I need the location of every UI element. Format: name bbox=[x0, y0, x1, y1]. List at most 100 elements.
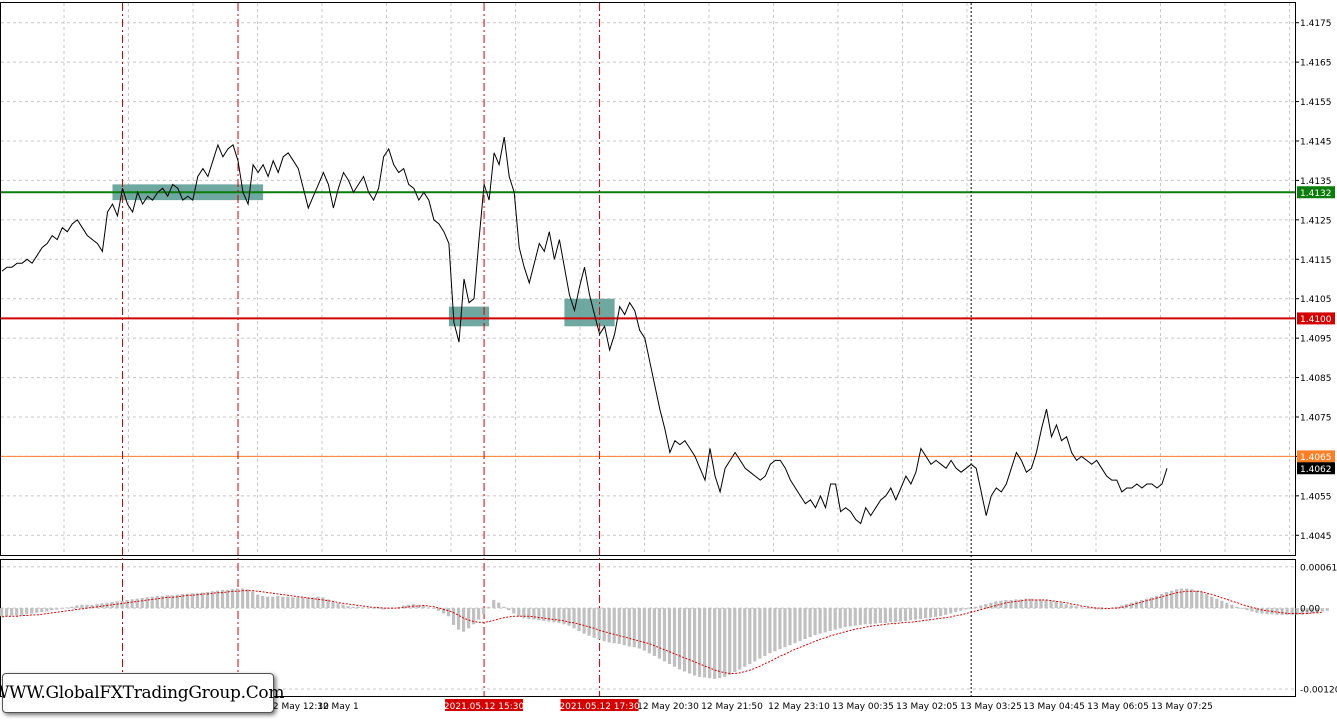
macd-bar bbox=[914, 608, 917, 619]
y-tick-label: 1.4135 bbox=[1300, 177, 1332, 187]
macd-bar bbox=[0, 608, 3, 616]
macd-bar bbox=[261, 596, 264, 608]
macd-bar bbox=[758, 608, 761, 659]
macd-bar bbox=[1190, 589, 1193, 608]
macd-bar bbox=[623, 608, 626, 645]
y-tick-label: 1.4155 bbox=[1300, 98, 1332, 108]
macd-bar bbox=[377, 608, 380, 609]
macd-bar bbox=[477, 608, 480, 619]
macd-bar bbox=[793, 608, 796, 643]
macd-bar bbox=[839, 608, 842, 628]
macd-bar bbox=[673, 608, 676, 667]
macd-bar bbox=[301, 597, 304, 608]
macd-bar bbox=[658, 608, 661, 659]
macd-bar bbox=[949, 608, 952, 613]
macd-bar bbox=[577, 608, 580, 631]
x-tick-label: 13 May 06:05 bbox=[1087, 702, 1149, 712]
y-tick-label: 1.4105 bbox=[1300, 295, 1332, 305]
macd-bar bbox=[372, 608, 375, 609]
macd-bar bbox=[1286, 608, 1289, 615]
macd-bar bbox=[1170, 591, 1173, 609]
macd-bar bbox=[588, 608, 591, 636]
macd-bar bbox=[367, 607, 370, 608]
macd-bar bbox=[427, 607, 430, 608]
macd-bar bbox=[1220, 601, 1223, 608]
macd-bar bbox=[271, 597, 274, 608]
macd-bar bbox=[929, 608, 932, 617]
macd-bar bbox=[457, 608, 460, 630]
macd-bar bbox=[1050, 601, 1053, 608]
macd-bar bbox=[452, 608, 455, 625]
macd-bar bbox=[824, 608, 827, 632]
macd-bar bbox=[994, 601, 997, 608]
macd-bar bbox=[603, 608, 606, 641]
macd-bar bbox=[904, 608, 907, 621]
macd-bar bbox=[959, 608, 962, 611]
y-tick-label: 1.4145 bbox=[1300, 138, 1332, 148]
macd-bar bbox=[939, 608, 942, 616]
macd-bar bbox=[874, 608, 877, 624]
macd-bar bbox=[1135, 601, 1138, 608]
y-tick-label: 1.4095 bbox=[1300, 335, 1332, 345]
macd-bar bbox=[1215, 599, 1218, 608]
macd-bar bbox=[1245, 608, 1248, 610]
macd-bar bbox=[768, 608, 771, 653]
macd-bar bbox=[864, 608, 867, 624]
y-axis: 1.41751.41651.41551.41451.41351.41251.41… bbox=[1295, 19, 1337, 695]
macd-bar bbox=[628, 608, 631, 646]
macd-bar bbox=[1009, 600, 1012, 608]
macd-bar bbox=[763, 608, 766, 656]
macd-bar bbox=[241, 589, 244, 609]
macd-bar bbox=[467, 608, 470, 628]
macd-bar bbox=[653, 608, 656, 656]
x-tick-label: 13 May 04:45 bbox=[1023, 702, 1085, 712]
y-tick-label: 1.4085 bbox=[1300, 374, 1332, 384]
macd-bar bbox=[321, 597, 324, 608]
macd-bar bbox=[70, 607, 73, 608]
macd-bar bbox=[20, 608, 23, 615]
macd-bar bbox=[562, 608, 565, 624]
macd-bar bbox=[924, 608, 927, 618]
macd-bar bbox=[201, 593, 204, 609]
macd-bar bbox=[773, 608, 776, 651]
macd-bar bbox=[813, 608, 816, 635]
macd-bar bbox=[1060, 603, 1063, 608]
macd-bar bbox=[598, 608, 601, 639]
macd-bar bbox=[798, 608, 801, 641]
macd-bar bbox=[196, 593, 199, 608]
macd-bar bbox=[276, 596, 279, 608]
macd-bar bbox=[979, 605, 982, 608]
macd-bar bbox=[1085, 608, 1088, 609]
macd-bar bbox=[638, 608, 641, 648]
macd-bar bbox=[1090, 608, 1093, 609]
signal-zone bbox=[449, 307, 489, 327]
macd-bar bbox=[1145, 599, 1148, 608]
x-tick-label: 12 May 20:30 bbox=[637, 702, 699, 712]
level-label: 1.4100 bbox=[1300, 315, 1332, 325]
macd-bar bbox=[487, 607, 490, 608]
macd-bar bbox=[281, 597, 284, 608]
macd-bar bbox=[1039, 599, 1042, 608]
macd-bar bbox=[889, 608, 892, 622]
macd-bar bbox=[226, 590, 229, 608]
macd-bar bbox=[899, 608, 902, 621]
macd-bar bbox=[5, 608, 8, 616]
macd-bar bbox=[306, 597, 309, 608]
y-tick-label: 1.4125 bbox=[1300, 216, 1332, 226]
macd-bar bbox=[1034, 599, 1037, 608]
current-price-label: 1.4062 bbox=[1300, 465, 1332, 475]
macd-bar bbox=[15, 608, 18, 615]
macd-bar bbox=[668, 608, 671, 664]
level-label: 1.4065 bbox=[1300, 453, 1332, 463]
macd-bar bbox=[447, 608, 450, 616]
macd-bar bbox=[859, 608, 862, 625]
y-tick-label: 1.4115 bbox=[1300, 256, 1332, 266]
x-tick-label: 12 May 23:10 bbox=[768, 702, 830, 712]
macd-bar bbox=[50, 608, 53, 610]
macd-bar bbox=[884, 608, 887, 623]
macd-bar bbox=[507, 608, 510, 610]
macd-bar bbox=[1250, 608, 1253, 611]
macd-bar bbox=[246, 589, 249, 608]
macd-bar bbox=[256, 595, 259, 608]
macd-bar bbox=[613, 608, 616, 643]
